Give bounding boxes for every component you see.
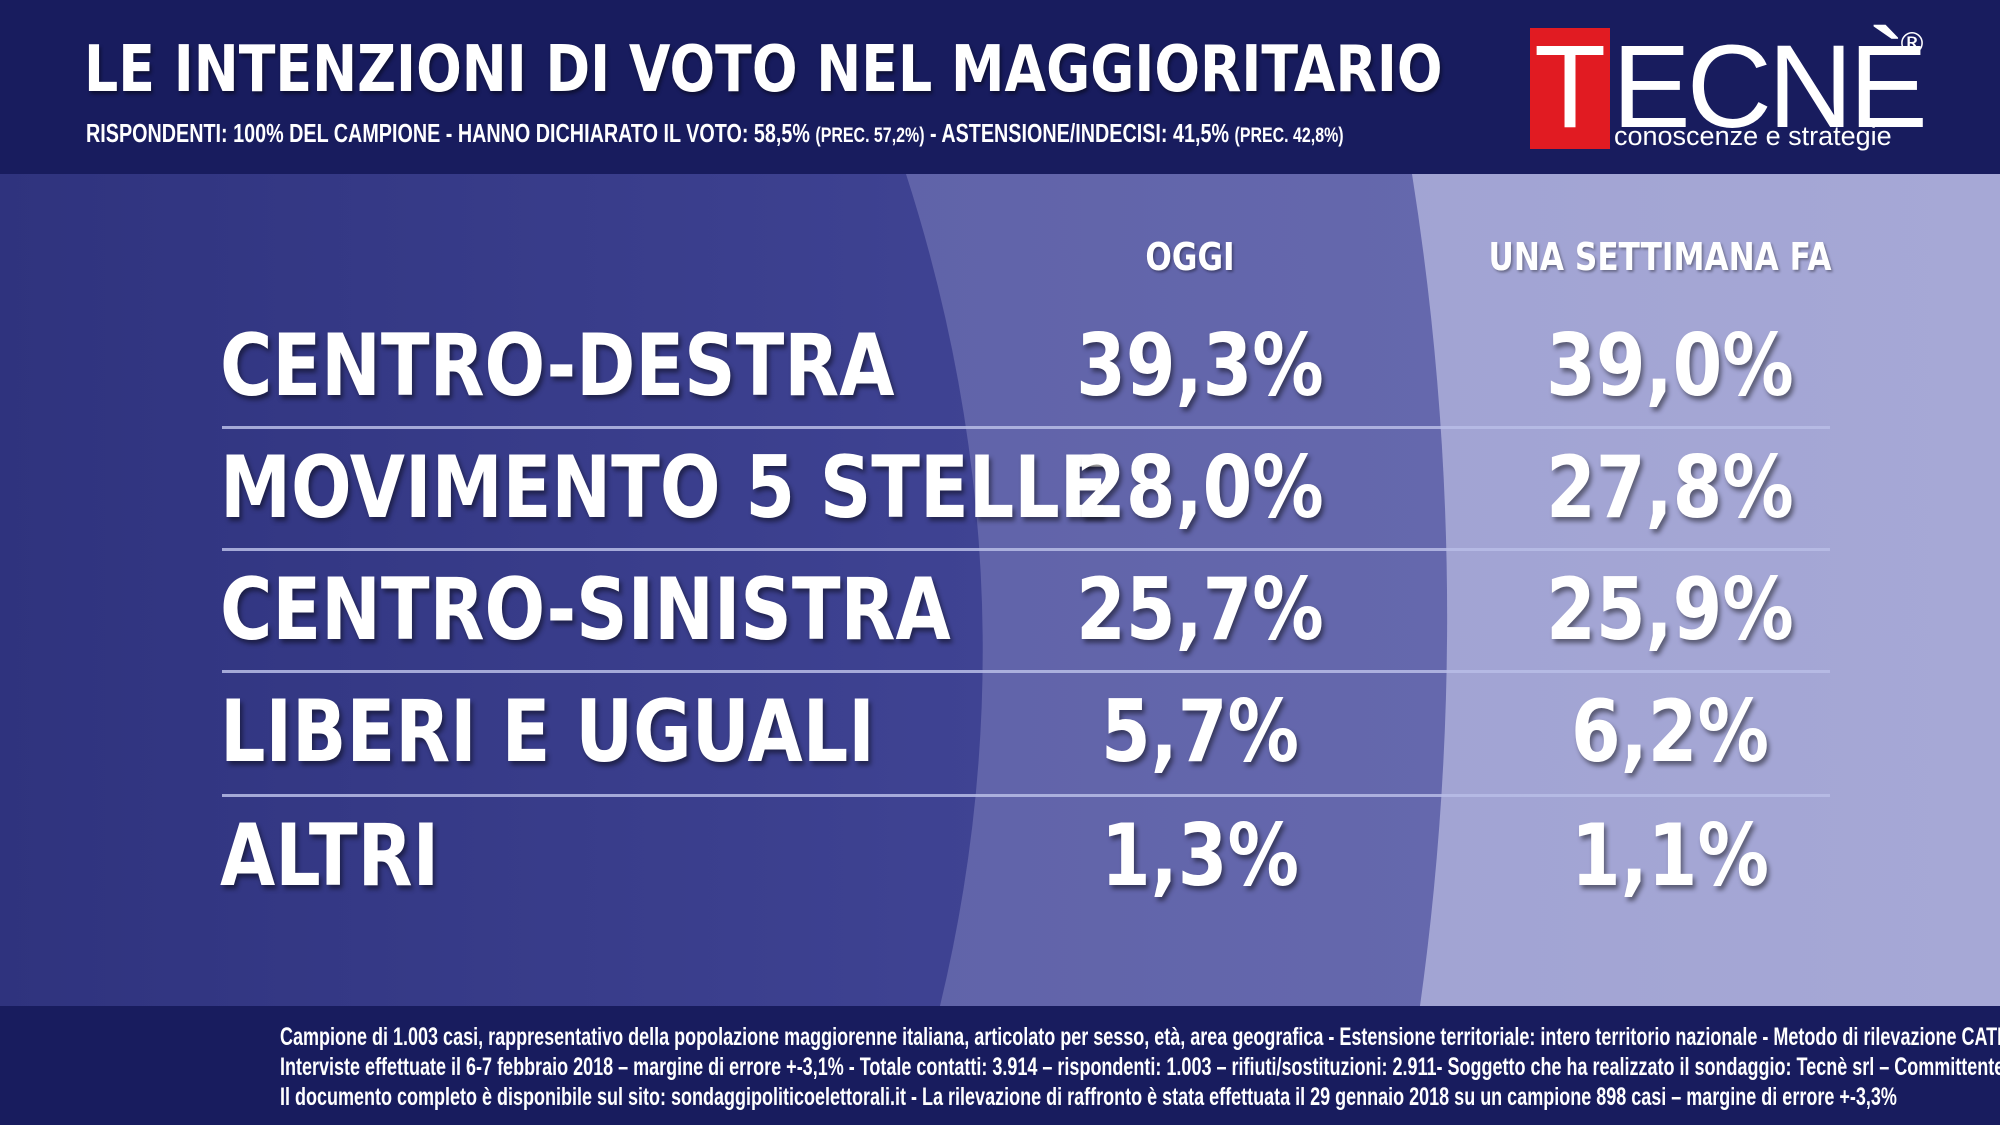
value-week-ago-altri: 1,1%	[1571, 806, 1769, 906]
logo-first-letter: T	[1533, 21, 1607, 153]
subtitle-prev-abstention: (PREC. 42,8%)	[1234, 124, 1344, 147]
logo-wordmark: ECNÈ	[1612, 21, 1928, 153]
row-label-movimento-5-stelle: MOVIMENTO 5 STELLE	[220, 438, 1109, 538]
value-today-centro-destra: 39,3%	[1076, 316, 1324, 416]
footer-line-document: Il documento completo è disponibile sul …	[280, 1083, 1897, 1111]
methodology-footer: Campione di 1.003 casi, rappresentativo …	[0, 1006, 2000, 1125]
value-today-centro-sinistra: 25,7%	[1076, 560, 1324, 660]
row-label-altri: ALTRI	[220, 806, 440, 906]
subtitle-abstention: - ASTENSIONE/INDECISI: 41,5%	[924, 118, 1235, 148]
value-week-ago-centro-sinistra: 25,9%	[1546, 560, 1794, 660]
row-divider	[222, 426, 1830, 429]
value-today-altri: 1,3%	[1101, 806, 1299, 906]
panel-left	[0, 174, 983, 1006]
row-divider	[222, 794, 1830, 797]
row-label-centro-destra: CENTRO-DESTRA	[220, 316, 895, 416]
column-header-today: OGGI	[1145, 235, 1235, 279]
logo-tagline: conoscenze e strategie	[1614, 121, 1892, 151]
row-divider	[222, 670, 1830, 673]
row-divider	[222, 548, 1830, 551]
column-header-week-ago: UNA SETTIMANA FA	[1488, 235, 1832, 279]
row-label-liberi-e-uguali: LIBERI E UGUALI	[220, 682, 875, 782]
row-label-centro-sinistra: CENTRO-SINISTRA	[220, 560, 951, 660]
page-title: LE INTENZIONI DI VOTO NEL MAGGIORITARIO	[84, 33, 1443, 107]
results-panel: OGGI UNA SETTIMANA FA CENTRO-DESTRA 39,3…	[0, 174, 2000, 1006]
value-today-movimento-5-stelle: 28,0%	[1076, 438, 1324, 538]
value-today-liberi-e-uguali: 5,7%	[1101, 682, 1299, 782]
value-week-ago-centro-destra: 39,0%	[1546, 316, 1794, 416]
subtitle: RISPONDENTI: 100% DEL CAMPIONE - HANNO D…	[86, 117, 1344, 152]
footer-line-interviews: Interviste effettuate il 6-7 febbraio 20…	[280, 1053, 2000, 1081]
tecne-logo: T ECNÈ ® conoscenze e strategie	[1530, 28, 1930, 153]
header: LE INTENZIONI DI VOTO NEL MAGGIORITARIO …	[0, 0, 2000, 174]
panel-background	[0, 174, 2000, 1006]
registered-icon: ®	[1897, 27, 1927, 62]
logo-red-box	[1530, 28, 1610, 149]
subtitle-prev-declared: (PREC. 57,2%)	[815, 124, 925, 147]
value-week-ago-liberi-e-uguali: 6,2%	[1571, 682, 1769, 782]
subtitle-respondents: RISPONDENTI: 100% DEL CAMPIONE - HANNO D…	[86, 118, 816, 148]
footer-line-sample: Campione di 1.003 casi, rappresentativo …	[280, 1023, 2000, 1051]
value-week-ago-movimento-5-stelle: 27,8%	[1546, 438, 1794, 538]
